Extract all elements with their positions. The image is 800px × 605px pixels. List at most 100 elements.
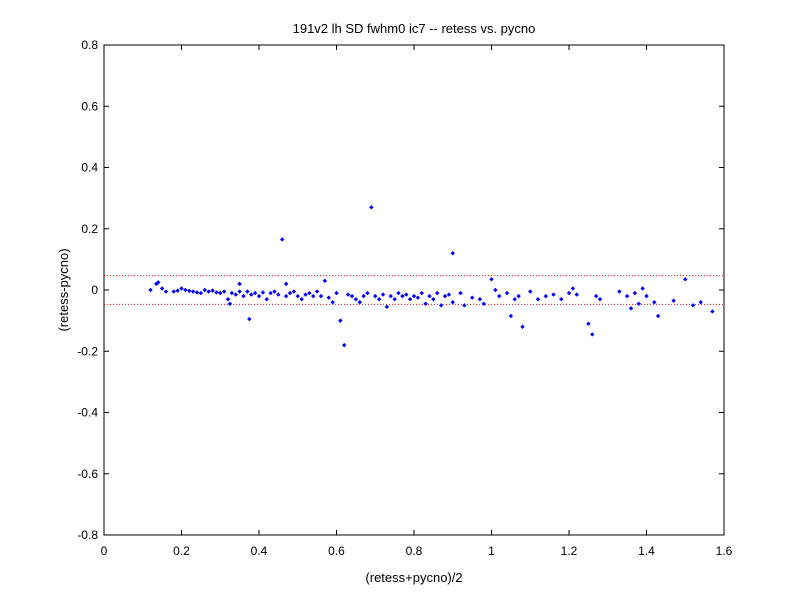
data-point	[291, 289, 297, 294]
y-axis-label: (retess-pycno)	[56, 248, 71, 331]
data-point	[198, 290, 204, 296]
data-point	[175, 288, 180, 293]
y-tick-label: -0.4	[77, 406, 98, 420]
data-point	[404, 292, 409, 297]
data-point	[504, 290, 510, 296]
data-point	[264, 296, 269, 302]
data-point	[190, 289, 196, 294]
data-point	[481, 301, 486, 306]
y-tick-label: 0.6	[81, 99, 98, 113]
data-point	[206, 289, 211, 294]
y-tick-label: 0.8	[81, 38, 98, 52]
data-point	[307, 290, 312, 296]
data-points	[148, 205, 715, 348]
data-point	[202, 287, 207, 293]
data-point	[295, 293, 300, 299]
data-point	[256, 293, 262, 299]
data-point	[345, 292, 351, 297]
data-point	[671, 298, 676, 303]
x-tick-label: 0	[101, 544, 108, 558]
y-tick-label: -0.8	[77, 528, 98, 542]
data-point	[624, 293, 630, 299]
data-point	[427, 293, 432, 299]
x-axis-label: (retess+pycno)/2	[365, 570, 462, 585]
data-point	[597, 296, 603, 302]
data-point	[171, 289, 176, 294]
data-point	[462, 303, 467, 308]
data-point	[683, 277, 688, 282]
data-point	[214, 290, 219, 295]
data-point	[330, 300, 335, 305]
data-point	[458, 290, 463, 296]
x-tick-label: 0.8	[406, 544, 423, 558]
data-point	[698, 300, 703, 305]
data-point	[590, 332, 595, 337]
data-point	[508, 313, 514, 319]
data-point	[163, 289, 169, 294]
data-point	[392, 296, 397, 302]
data-point	[241, 293, 246, 299]
data-point	[559, 296, 564, 302]
data-point	[218, 290, 223, 296]
data-point	[690, 303, 696, 308]
data-point	[497, 293, 502, 299]
data-point	[314, 289, 320, 294]
data-point	[194, 290, 200, 295]
data-point	[535, 296, 541, 302]
data-point	[187, 288, 192, 294]
data-point	[268, 290, 273, 296]
data-point	[493, 287, 498, 293]
data-point	[249, 292, 254, 297]
plot-area	[103, 44, 725, 536]
data-point	[419, 290, 424, 296]
data-point	[311, 293, 316, 299]
data-point	[477, 296, 483, 302]
data-point	[384, 304, 390, 310]
data-point	[407, 296, 413, 302]
data-point	[520, 324, 525, 329]
data-point	[593, 293, 599, 299]
data-point	[299, 296, 304, 302]
x-tick-label: 1.2	[561, 544, 578, 558]
data-point	[710, 309, 715, 314]
data-point	[229, 290, 235, 296]
data-point	[632, 290, 638, 296]
data-point	[210, 288, 215, 293]
data-point	[423, 301, 428, 306]
x-tick-label: 1.6	[716, 544, 733, 558]
data-point	[183, 287, 188, 293]
data-point	[652, 300, 657, 305]
data-point	[396, 290, 401, 296]
data-point	[272, 289, 277, 294]
data-point	[227, 301, 233, 306]
y-tick-label: -0.2	[77, 344, 98, 358]
data-point	[260, 290, 266, 295]
data-point	[570, 286, 576, 291]
data-point	[338, 318, 343, 323]
data-point	[303, 292, 308, 297]
data-point	[221, 289, 227, 294]
data-point	[644, 293, 649, 299]
x-tick-label: 0.4	[251, 544, 268, 558]
data-point	[179, 286, 184, 291]
data-point	[353, 296, 359, 302]
data-point	[154, 281, 159, 287]
data-point	[415, 295, 421, 300]
data-point	[247, 316, 252, 322]
data-point	[442, 293, 448, 299]
chart-title: 191v2 lh SD fwhm0 ic7 -- retess vs. pycn…	[293, 21, 536, 36]
data-point	[148, 287, 153, 293]
data-point	[543, 293, 548, 299]
data-point	[156, 280, 161, 285]
data-point	[528, 289, 533, 294]
data-point	[489, 277, 494, 282]
data-point	[566, 290, 572, 296]
x-tick-label: 1	[488, 544, 495, 558]
data-point	[245, 289, 250, 294]
data-point	[283, 293, 289, 299]
data-point	[318, 293, 324, 299]
data-point	[388, 293, 393, 299]
data-point	[287, 290, 293, 296]
